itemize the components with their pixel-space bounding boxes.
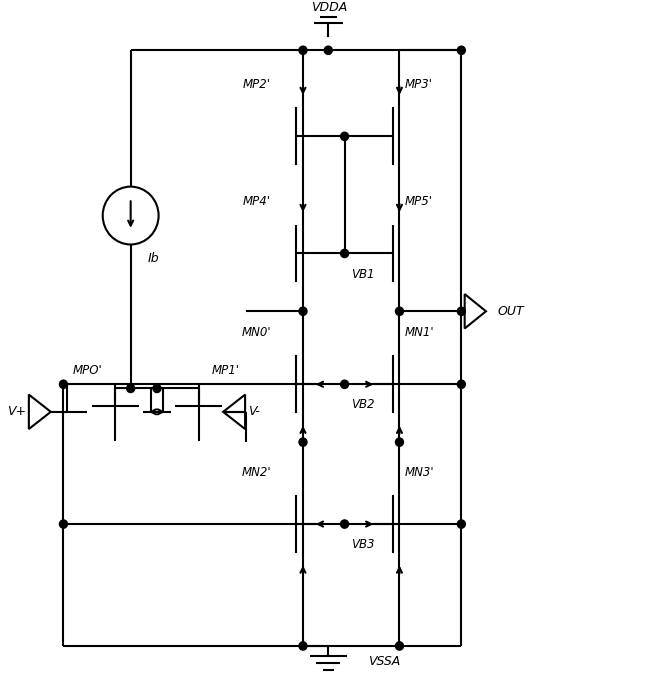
Text: MN3': MN3' (405, 466, 434, 479)
Circle shape (341, 520, 349, 528)
Circle shape (299, 307, 307, 315)
Text: VB2: VB2 (351, 398, 375, 412)
Text: Ib: Ib (147, 252, 159, 265)
Text: MP1': MP1' (212, 364, 240, 377)
Circle shape (395, 438, 403, 446)
Text: V+: V+ (7, 405, 25, 418)
Text: MN0': MN0' (242, 326, 271, 339)
Circle shape (458, 307, 466, 315)
Circle shape (60, 380, 68, 389)
Text: MN2': MN2' (242, 466, 271, 479)
Circle shape (60, 520, 68, 528)
Circle shape (341, 132, 349, 140)
Circle shape (299, 46, 307, 55)
Circle shape (341, 380, 349, 389)
Circle shape (153, 384, 161, 393)
Text: OUT: OUT (498, 305, 524, 318)
Circle shape (299, 642, 307, 650)
Text: MP4': MP4' (243, 195, 271, 208)
Text: MP3': MP3' (405, 78, 433, 91)
Text: MN1': MN1' (405, 326, 434, 339)
Circle shape (395, 307, 403, 315)
Text: MP2': MP2' (243, 78, 271, 91)
Circle shape (299, 438, 307, 446)
Circle shape (458, 46, 466, 55)
Circle shape (126, 384, 134, 393)
Text: V-: V- (248, 405, 260, 418)
Text: VSSA: VSSA (368, 654, 401, 668)
Circle shape (458, 380, 466, 389)
Text: MPO': MPO' (72, 364, 102, 377)
Text: VB1: VB1 (351, 268, 375, 280)
Circle shape (341, 250, 349, 257)
Text: MP5': MP5' (405, 195, 433, 208)
Text: VB3: VB3 (351, 538, 375, 552)
Circle shape (324, 46, 332, 55)
Text: VDDA: VDDA (312, 1, 348, 14)
Circle shape (458, 520, 466, 528)
Circle shape (395, 642, 403, 650)
